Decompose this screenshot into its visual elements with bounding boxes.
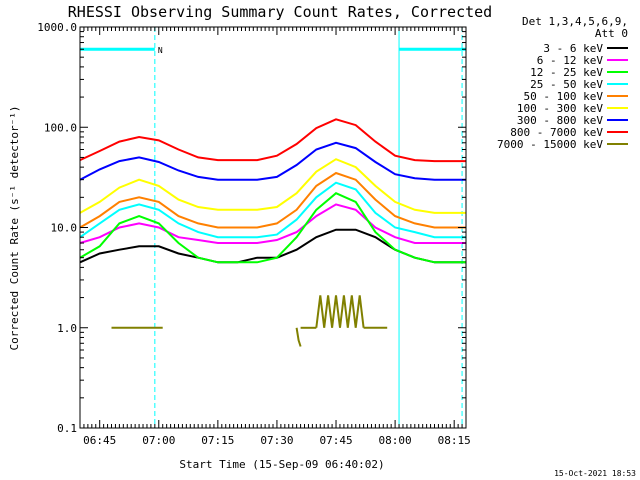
y-tick-label: 0.1 [57, 422, 77, 435]
legend-label: 50 - 100 keV [524, 90, 604, 103]
series-line-25-50-kev [79, 181, 466, 239]
series-line-50-100-kev [79, 171, 466, 229]
legend-label: 12 - 25 keV [530, 66, 603, 79]
legend-label: 7000 - 15000 keV [497, 138, 603, 151]
series-line-7000-15000-kev [315, 295, 365, 328]
series-line-100-300-kev [79, 158, 466, 214]
x-tick-label: 06:45 [83, 434, 116, 447]
series-line-12-25-kev [79, 192, 466, 264]
legend-label: 6 - 12 keV [537, 54, 604, 67]
legend-label: 800 - 7000 keV [510, 126, 603, 139]
x-tick-label: 07:15 [201, 434, 234, 447]
series-line-7000-15000-kev [295, 327, 302, 347]
y-axis-label: Corrected Count Rate (s⁻¹ detector⁻¹) [8, 105, 21, 350]
x-tick-label: 08:00 [379, 434, 412, 447]
x-tick-label: 07:30 [260, 434, 293, 447]
series-line-800-7000-kev [79, 118, 466, 163]
x-axis: 06:45 07:00 07:15 07:30 07:45 08:00 08:15 [79, 27, 471, 447]
flag-bar-label: N [158, 46, 163, 55]
plot-area: N [79, 27, 466, 428]
chart-title: RHESSI Observing Summary Count Rates, Co… [68, 3, 492, 21]
series-line-300-800-kev [79, 141, 466, 181]
timestamp: 15-Oct-2021 18:53 [554, 469, 636, 478]
x-tick-label: 08:15 [438, 434, 471, 447]
y-tick-label: 100.0 [44, 121, 77, 134]
legend-label: 3 - 6 keV [543, 42, 603, 55]
y-tick-label: 1000.0 [37, 21, 77, 34]
legend-label: 25 - 50 keV [530, 78, 603, 91]
legend-label: 300 - 800 keV [517, 114, 603, 127]
x-tick-label: 07:00 [142, 434, 175, 447]
y-tick-label: 1.0 [57, 322, 77, 335]
legend-label: 100 - 300 keV [517, 102, 603, 115]
legend-header-line-2: Att 0 [595, 27, 628, 40]
legend-header-line-1: Det 1,3,4,5,6,9, [522, 15, 628, 28]
series-line-6-12-kev [79, 203, 466, 244]
y-tick-label: 10.0 [51, 222, 78, 235]
x-tick-label: 07:45 [319, 434, 352, 447]
x-axis-label: Start Time (15-Sep-09 06:40:02) [179, 458, 384, 471]
